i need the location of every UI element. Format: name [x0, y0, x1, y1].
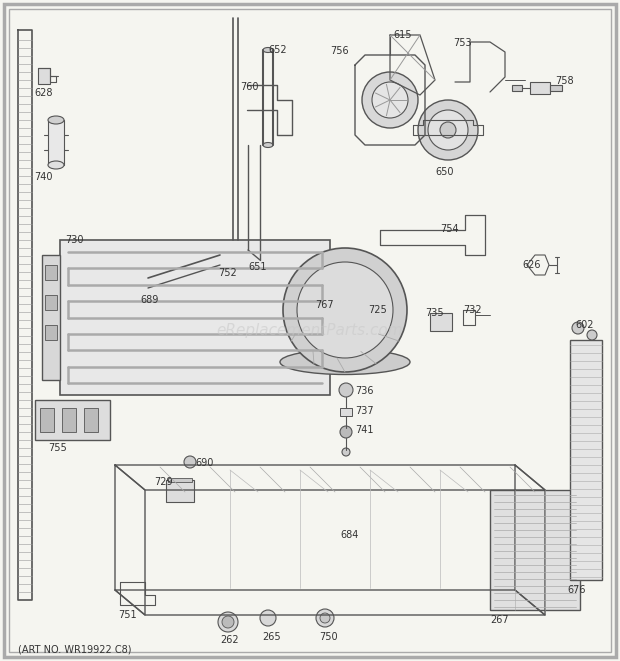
Bar: [512, 85, 522, 91]
Bar: [550, 85, 562, 91]
Bar: [62, 408, 76, 432]
Bar: [340, 408, 352, 416]
Bar: [60, 240, 330, 395]
Text: 615: 615: [393, 30, 412, 40]
Text: 267: 267: [490, 615, 508, 625]
Text: 684: 684: [340, 530, 358, 540]
Text: 652: 652: [268, 45, 286, 55]
Text: 741: 741: [355, 425, 373, 435]
Text: 760: 760: [240, 82, 259, 92]
Text: 736: 736: [355, 386, 373, 396]
Circle shape: [362, 72, 418, 128]
Ellipse shape: [263, 48, 273, 52]
Ellipse shape: [280, 350, 410, 375]
Text: 628: 628: [34, 88, 53, 98]
Text: 689: 689: [140, 295, 158, 305]
Bar: [45, 295, 57, 310]
Circle shape: [143, 278, 153, 288]
Text: 676: 676: [567, 585, 585, 595]
Circle shape: [260, 610, 276, 626]
Ellipse shape: [48, 161, 64, 169]
Circle shape: [297, 262, 393, 358]
Circle shape: [283, 248, 407, 372]
Circle shape: [440, 122, 456, 138]
Circle shape: [316, 609, 334, 627]
Text: 753: 753: [453, 38, 472, 48]
Text: 758: 758: [555, 76, 574, 86]
Bar: [48, 120, 64, 165]
Circle shape: [222, 616, 234, 628]
Bar: [166, 480, 194, 502]
Bar: [42, 255, 60, 380]
Text: 730: 730: [65, 235, 84, 245]
Text: 262: 262: [220, 635, 239, 645]
Bar: [570, 340, 602, 580]
Circle shape: [340, 426, 352, 438]
Bar: [84, 408, 98, 432]
Text: 650: 650: [435, 167, 453, 177]
Circle shape: [572, 322, 584, 334]
Circle shape: [218, 612, 238, 632]
Bar: [35, 400, 110, 440]
Circle shape: [418, 100, 478, 160]
Circle shape: [184, 456, 196, 468]
Text: (ART NO. WR19922 C8): (ART NO. WR19922 C8): [18, 645, 131, 655]
Text: 750: 750: [319, 632, 338, 642]
Text: 626: 626: [522, 260, 541, 270]
Circle shape: [372, 82, 408, 118]
Bar: [530, 82, 550, 94]
Text: 732: 732: [463, 305, 482, 315]
Text: 751: 751: [118, 610, 136, 620]
Bar: [168, 478, 192, 482]
Circle shape: [342, 448, 350, 456]
Circle shape: [339, 383, 353, 397]
Ellipse shape: [48, 116, 64, 124]
Circle shape: [587, 330, 597, 340]
Text: 767: 767: [315, 300, 334, 310]
Bar: [490, 490, 580, 610]
Text: 735: 735: [425, 308, 444, 318]
Text: 756: 756: [330, 46, 348, 56]
Text: eReplacementParts.com: eReplacementParts.com: [216, 323, 404, 338]
Bar: [45, 325, 57, 340]
Bar: [430, 313, 452, 331]
Text: 754: 754: [440, 224, 459, 234]
Text: 265: 265: [262, 632, 281, 642]
Text: 737: 737: [355, 406, 374, 416]
Text: 690: 690: [195, 458, 213, 468]
Bar: [38, 68, 50, 84]
Circle shape: [428, 110, 468, 150]
Text: 602: 602: [575, 320, 593, 330]
Text: 752: 752: [218, 268, 237, 278]
Text: 651: 651: [248, 262, 267, 272]
Bar: [45, 265, 57, 280]
Ellipse shape: [263, 143, 273, 147]
Bar: [40, 408, 54, 432]
Text: 725: 725: [368, 305, 387, 315]
Text: 755: 755: [48, 443, 67, 453]
Circle shape: [320, 613, 330, 623]
Text: 729: 729: [154, 477, 172, 487]
Text: 740: 740: [34, 172, 53, 182]
